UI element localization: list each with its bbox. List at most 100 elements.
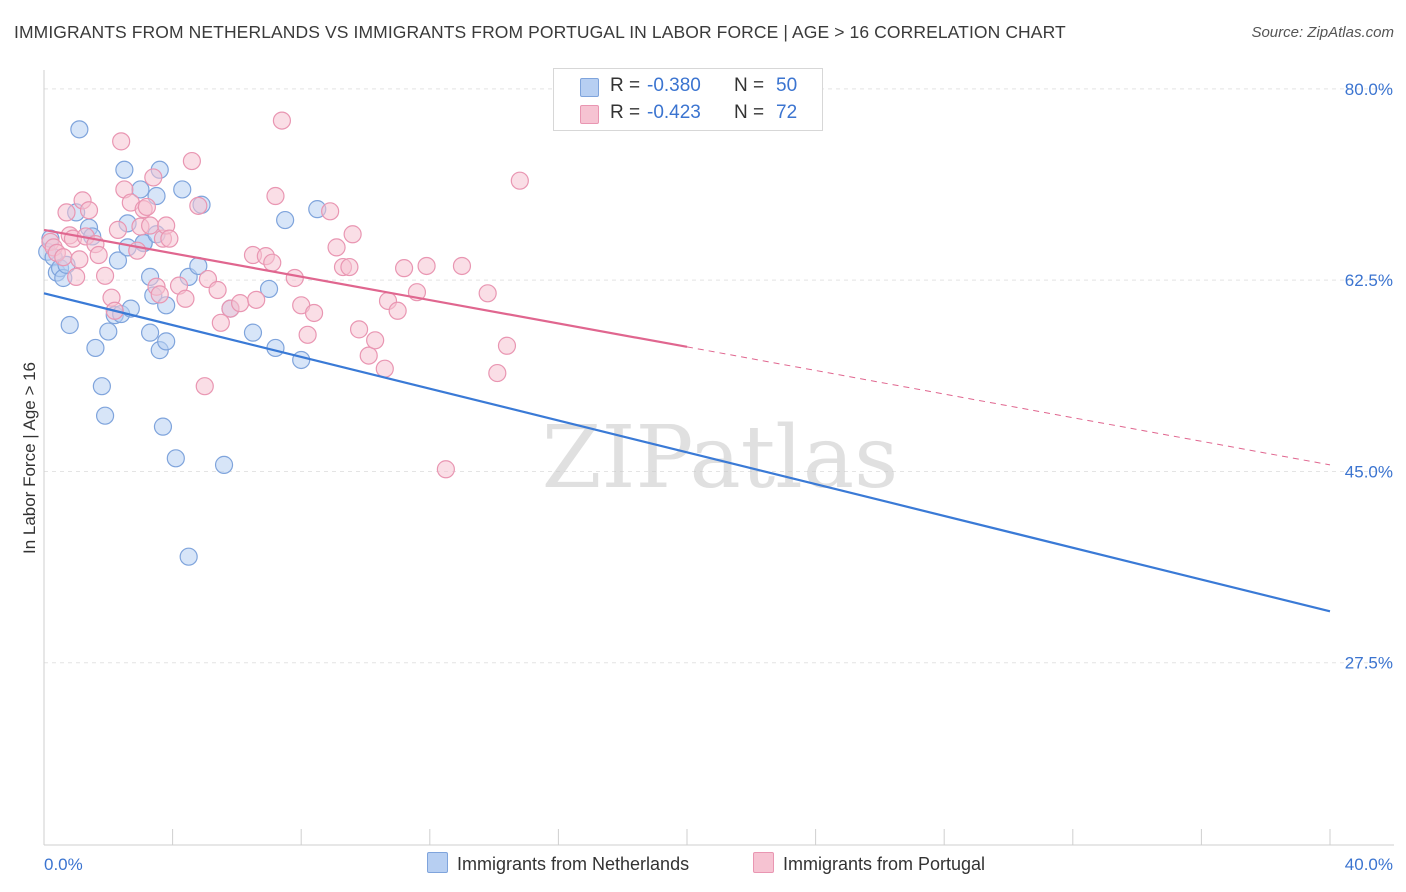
- netherlands-point: [70, 120, 89, 139]
- netherlands-point: [115, 160, 134, 179]
- netherlands-point: [60, 315, 79, 335]
- portugal-point: [321, 202, 340, 221]
- portugal-point: [140, 216, 160, 235]
- netherlands-point: [276, 210, 295, 230]
- y-tick-label: 62.5%: [1345, 271, 1393, 290]
- portugal-point: [137, 197, 156, 217]
- portugal-point: [359, 346, 378, 365]
- netherlands-point: [99, 322, 118, 341]
- netherlands-point: [214, 455, 234, 474]
- portugal-point: [189, 196, 208, 215]
- portugal-point: [298, 325, 317, 344]
- legend-item-portugal[interactable]: Immigrants from Portugal: [753, 852, 985, 876]
- portugal-point: [79, 201, 99, 220]
- r-label: R =: [610, 75, 641, 96]
- portugal-trend-extension: [686, 346, 1331, 466]
- portugal-point: [208, 280, 227, 300]
- legend-item-netherlands[interactable]: Immigrants from Netherlands: [427, 852, 689, 876]
- source-label: Source: ZipAtlas.com: [1251, 24, 1394, 41]
- portugal-point: [436, 460, 455, 479]
- netherlands-point: [86, 338, 105, 358]
- netherlands-point: [292, 350, 311, 370]
- portugal-point: [327, 238, 346, 257]
- n-value: 72: [776, 102, 798, 123]
- portugal-point: [497, 336, 517, 355]
- portugal-trend-line: [43, 228, 688, 348]
- axes: [43, 70, 1394, 846]
- y-tick-label: 27.5%: [1345, 654, 1393, 673]
- x-tick-labels: 0.0% 40.0%: [44, 855, 1393, 874]
- portugal-legend-swatch: [753, 852, 774, 873]
- netherlands-point: [166, 449, 185, 468]
- netherlands-point: [153, 417, 173, 436]
- portugal-point: [266, 186, 285, 206]
- chart-title: IMMIGRANTS FROM NETHERLANDS VS IMMIGRANT…: [14, 22, 1066, 42]
- netherlands-point: [108, 251, 128, 270]
- netherlands-point: [173, 180, 192, 199]
- y-tick-label: 80.0%: [1345, 80, 1393, 99]
- netherlands-point: [92, 377, 111, 396]
- portugal-point: [176, 289, 195, 308]
- portugal-point: [95, 266, 115, 285]
- portugal-point: [160, 229, 179, 248]
- netherlands-points: [38, 120, 327, 566]
- portugal-point: [478, 284, 497, 303]
- r-value: -0.423: [647, 102, 701, 123]
- portugal-point: [304, 303, 324, 323]
- portugal-point: [112, 132, 131, 151]
- netherlands-point: [243, 323, 263, 342]
- r-value: -0.380: [647, 75, 701, 96]
- portugal-point: [247, 290, 266, 309]
- portugal-point: [394, 259, 414, 278]
- portugal-point: [182, 151, 201, 171]
- portugal-point: [263, 253, 282, 272]
- portugal-point: [366, 331, 385, 350]
- portugal-point: [195, 377, 214, 396]
- netherlands-swatch: [580, 78, 599, 97]
- portugal-point: [388, 301, 407, 320]
- portugal-point: [417, 256, 436, 276]
- portugal-point: [150, 285, 169, 304]
- portugal-point: [231, 294, 250, 313]
- portugal-point: [488, 363, 507, 383]
- portugal-point: [108, 220, 128, 239]
- portugal-point: [285, 268, 304, 288]
- n-label: N =: [734, 75, 765, 96]
- portugal-point: [375, 359, 394, 378]
- portugal-point: [343, 225, 362, 244]
- portugal-point: [89, 245, 108, 265]
- x-tick-label: 0.0%: [44, 855, 83, 874]
- portugal-swatch: [580, 105, 599, 124]
- portugal-point: [211, 313, 230, 332]
- netherlands-legend-swatch: [427, 852, 448, 873]
- netherlands-point: [140, 323, 160, 342]
- portugal-point: [144, 168, 163, 187]
- y-tick-labels: 80.0% 62.5% 45.0% 27.5%: [1345, 80, 1393, 673]
- netherlands-point: [95, 406, 115, 425]
- y-tick-label: 45.0%: [1345, 462, 1393, 481]
- netherlands-point: [157, 332, 176, 351]
- r-label: R =: [610, 102, 641, 123]
- correlation-stats: R = -0.380 N = 50 R = -0.423 N = 72: [553, 68, 823, 131]
- trend-lines: [43, 228, 1331, 613]
- portugal-point: [70, 250, 89, 269]
- netherlands-point: [179, 547, 198, 566]
- watermark: ZIPatlas: [542, 408, 898, 508]
- legend-label: Immigrants from Portugal: [783, 854, 986, 874]
- portugal-point: [54, 248, 73, 267]
- portugal-point: [340, 257, 359, 277]
- netherlands-point: [259, 279, 279, 299]
- portugal-point: [452, 256, 472, 276]
- portugal-point: [272, 111, 292, 130]
- x-tick-label: 40.0%: [1345, 855, 1393, 874]
- netherlands-trend-line: [43, 292, 1331, 613]
- portugal-point: [57, 203, 76, 222]
- n-value: 50: [776, 75, 798, 96]
- n-label: N =: [734, 102, 765, 123]
- portugal-point: [349, 320, 369, 339]
- portugal-point: [67, 267, 86, 286]
- portugal-point: [510, 171, 529, 190]
- portugal-points: [41, 111, 529, 479]
- legend-label: Immigrants from Netherlands: [457, 854, 690, 874]
